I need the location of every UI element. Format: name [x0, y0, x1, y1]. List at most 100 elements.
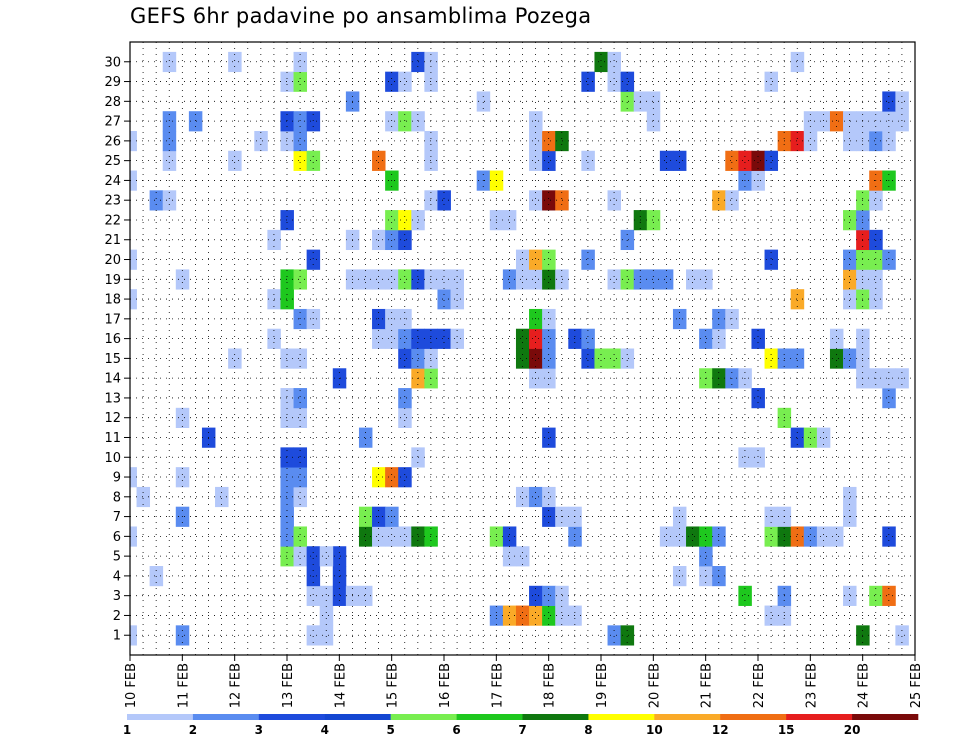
- y-tick-label: 11: [104, 431, 121, 446]
- heatmap-cell: [280, 210, 294, 231]
- heatmap-cell: [607, 348, 622, 369]
- heatmap-cell: [816, 526, 831, 547]
- heatmap-cell: [607, 51, 622, 73]
- heatmap-cell: [130, 467, 137, 488]
- heatmap-cell: [843, 486, 857, 508]
- heatmap-cell: [843, 585, 857, 606]
- x-tick-label: 17 FEB: [490, 663, 505, 708]
- heatmap-cell: [869, 190, 883, 211]
- y-tick-label: 10: [104, 451, 121, 466]
- heatmap-cell: [803, 427, 818, 448]
- heatmap-cell: [581, 150, 595, 171]
- heatmap-cell: [542, 328, 556, 349]
- heatmap-cell: [424, 328, 438, 349]
- heatmap-cell: [358, 526, 373, 547]
- heatmap-cell: [542, 249, 556, 270]
- dotted-grid: [129, 42, 916, 655]
- heatmap-cell: [398, 229, 412, 251]
- heatmap-cell: [280, 111, 294, 132]
- heatmap-cell: [293, 526, 308, 547]
- x-tick-label: 11 FEB: [176, 663, 191, 708]
- heatmap-cell: [764, 348, 779, 369]
- heatmap-cell: [502, 210, 517, 231]
- y-tick-label: 29: [104, 75, 121, 90]
- heatmap-cell: [306, 111, 321, 132]
- heatmap-cell: [437, 190, 451, 211]
- heatmap-cell: [869, 130, 883, 152]
- heatmap-cell: [515, 546, 530, 567]
- heatmap-cell: [659, 526, 674, 547]
- heatmap-cell: [175, 407, 190, 428]
- colorbar-label: 15: [778, 723, 795, 737]
- heatmap-cell: [228, 51, 242, 73]
- heatmap-cell: [790, 427, 805, 448]
- heatmap-cell: [542, 190, 556, 211]
- colorbar-segment: [390, 714, 457, 720]
- heatmap-cell: [280, 289, 294, 310]
- y-tick-label: 9: [113, 471, 121, 486]
- heatmap-cell: [620, 91, 635, 112]
- heatmap-cell: [620, 269, 635, 290]
- x-tick-label: 15 FEB: [386, 663, 401, 708]
- heatmap-cell: [306, 249, 321, 270]
- heatmap-cell: [502, 546, 517, 567]
- heatmap-cell: [398, 71, 412, 92]
- heatmap-cell: [882, 249, 896, 270]
- heatmap-cell: [816, 427, 831, 448]
- y-tick-label: 25: [104, 154, 121, 169]
- y-tick-label: 6: [113, 530, 121, 545]
- heatmap-cell: [372, 150, 386, 171]
- heatmap-cell: [136, 486, 151, 508]
- y-tick-label: 27: [104, 115, 121, 130]
- y-tick-label: 13: [104, 391, 121, 406]
- heatmap-cell: [424, 51, 438, 73]
- x-tick-label: 14 FEB: [333, 663, 348, 708]
- y-tick-label: 23: [104, 194, 121, 209]
- heatmap-cell: [829, 111, 844, 132]
- heatmap-cell: [882, 585, 896, 606]
- heatmap-cell: [542, 486, 556, 508]
- heatmap-cell: [581, 249, 595, 270]
- heatmap-cell: [280, 467, 294, 488]
- heatmap-cell: [790, 51, 805, 73]
- heatmap-cell: [306, 625, 321, 646]
- heatmap-cell: [542, 308, 556, 330]
- heatmap-cell: [372, 526, 386, 547]
- heatmap-cell: [529, 269, 543, 290]
- heatmap-cell: [764, 249, 779, 270]
- heatmap-cell: [385, 308, 399, 330]
- heatmap-cell: [385, 229, 399, 251]
- heatmap-cell: [751, 447, 765, 468]
- heatmap-cell: [515, 249, 530, 270]
- heatmap-cell: [319, 585, 334, 606]
- y-tick-label: 14: [104, 372, 121, 387]
- heatmap-cell: [699, 328, 713, 349]
- heatmap-cell: [529, 585, 543, 606]
- heatmap-cell: [869, 229, 883, 251]
- heatmap-cell: [319, 605, 334, 626]
- y-tick-label: 5: [113, 550, 121, 565]
- heatmap-cells: [130, 51, 909, 646]
- heatmap-cell: [646, 91, 661, 112]
- heatmap-cell: [843, 289, 857, 310]
- heatmap-cell: [895, 111, 909, 132]
- heatmap-cell: [502, 526, 517, 547]
- heatmap-cell: [515, 348, 530, 369]
- heatmap-cell: [882, 526, 896, 547]
- heatmap-cell: [280, 546, 294, 567]
- heatmap-cell: [555, 130, 569, 152]
- heatmap-cell: [424, 130, 438, 152]
- heatmap-cell: [790, 348, 805, 369]
- heatmap-cell: [319, 625, 334, 646]
- heatmap-cell: [437, 289, 451, 310]
- colorbar-label: 1: [123, 723, 131, 737]
- heatmap-cell: [424, 190, 438, 211]
- heatmap-cell: [293, 308, 308, 330]
- heatmap-cell: [332, 546, 347, 567]
- heatmap-cell: [358, 269, 373, 290]
- heatmap-cell: [555, 605, 569, 626]
- colorbar-label: 5: [386, 723, 394, 737]
- heatmap-cell: [725, 308, 739, 330]
- heatmap-cell: [620, 625, 635, 646]
- heatmap-cell: [398, 328, 412, 349]
